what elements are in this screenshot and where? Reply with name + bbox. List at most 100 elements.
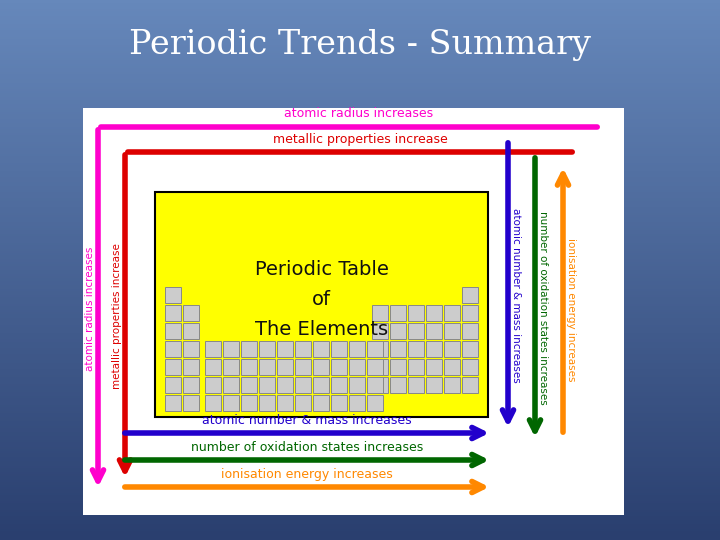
Bar [241,359,257,375]
Text: ionisation energy increases: ionisation energy increases [566,238,576,382]
Bar [183,359,199,375]
Bar [183,341,199,357]
Bar [408,305,424,321]
Bar [277,341,293,357]
Text: atomic number & mass increases: atomic number & mass increases [202,414,412,427]
Bar [241,395,257,411]
Bar [165,395,181,411]
Bar [205,377,221,393]
Bar [313,377,329,393]
Bar [331,395,347,411]
Bar [462,377,478,393]
Bar [331,341,347,357]
Bar [223,341,239,357]
Bar [372,341,388,357]
Text: number of oxidation states increases: number of oxidation states increases [191,441,423,454]
Bar [349,341,365,357]
Bar [408,341,424,357]
Bar [462,323,478,339]
Bar [444,341,460,357]
Bar [165,341,181,357]
Bar [165,323,181,339]
Bar [241,341,257,357]
Bar [165,305,181,321]
Bar [390,305,406,321]
Bar [372,377,388,393]
Bar [390,341,406,357]
Bar [444,305,460,321]
Bar [426,359,442,375]
Bar [313,395,329,411]
Text: metallic properties increase: metallic properties increase [112,243,122,389]
Bar [390,323,406,339]
Bar [295,341,311,357]
Bar [277,359,293,375]
Bar [259,395,275,411]
Bar [372,359,388,375]
Bar [83,108,624,515]
Text: Periodic Trends - Summary: Periodic Trends - Summary [129,29,591,61]
Bar [408,323,424,339]
Bar [313,359,329,375]
Bar [408,359,424,375]
Bar [277,377,293,393]
Bar [259,377,275,393]
Bar [426,305,442,321]
Bar [426,323,442,339]
Bar [183,323,199,339]
Text: number of oxidation states increases: number of oxidation states increases [538,211,548,404]
Bar [331,359,347,375]
Bar [223,395,239,411]
Bar [408,377,424,393]
Bar [444,323,460,339]
Bar [462,359,478,375]
Bar [444,377,460,393]
Bar [349,359,365,375]
Bar [295,359,311,375]
Bar [295,377,311,393]
Bar [259,341,275,357]
Bar [367,359,383,375]
Bar [205,359,221,375]
Bar [331,377,347,393]
Bar [259,359,275,375]
Bar [367,395,383,411]
Bar [462,341,478,357]
Bar [390,359,406,375]
Bar [183,395,199,411]
Bar [165,359,181,375]
Bar [349,395,365,411]
Bar [444,359,460,375]
Text: atomic number & mass increases: atomic number & mass increases [511,207,521,382]
Bar [367,341,383,357]
Text: atomic radius increases: atomic radius increases [284,107,433,120]
Bar [241,377,257,393]
Bar [165,377,181,393]
Bar [426,341,442,357]
Bar [313,341,329,357]
Bar [183,305,199,321]
Bar [165,287,181,303]
Bar [205,395,221,411]
Text: Periodic Table: Periodic Table [255,260,388,279]
Text: The Elements: The Elements [255,320,388,339]
Text: of: of [312,290,331,309]
Bar [372,323,388,339]
Text: ionisation energy increases: ionisation energy increases [221,468,393,481]
Text: atomic radius increases: atomic radius increases [85,246,95,370]
Bar [295,395,311,411]
Bar [462,287,478,303]
Bar [426,377,442,393]
Bar [372,305,388,321]
Bar [462,305,478,321]
Text: metallic properties increase: metallic properties increase [273,133,447,146]
Bar [367,377,383,393]
Bar [349,377,365,393]
Bar [223,359,239,375]
Bar [205,341,221,357]
Bar [183,377,199,393]
Bar [390,377,406,393]
Bar [155,192,488,417]
Bar [277,395,293,411]
Bar [223,377,239,393]
